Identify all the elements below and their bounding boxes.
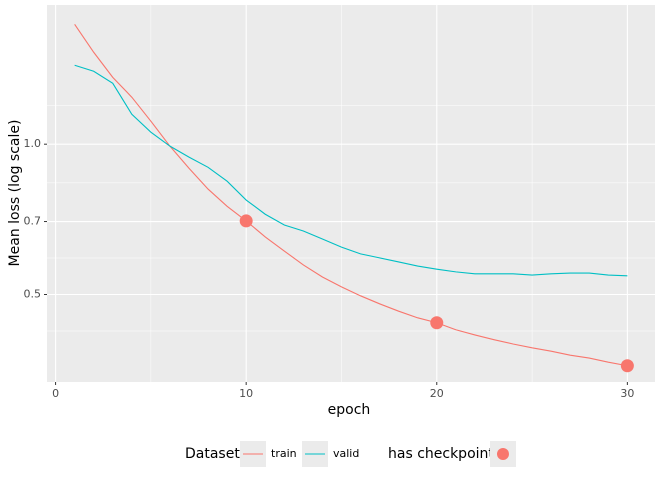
legend-label: valid bbox=[333, 447, 359, 460]
legend-swatch bbox=[497, 448, 509, 460]
y-tick-label: 1.0 bbox=[24, 137, 42, 150]
series-line bbox=[74, 64, 628, 277]
x-tick-label: 30 bbox=[620, 387, 634, 400]
x-tick-label: 0 bbox=[52, 387, 59, 400]
legend-label: train bbox=[271, 447, 297, 460]
y-tick-label: 0.5 bbox=[24, 288, 42, 301]
checkpoint-point bbox=[620, 359, 634, 373]
checkpoint-point bbox=[430, 316, 444, 330]
legend-title: Dataset bbox=[185, 446, 240, 462]
legend-title: has checkpoint bbox=[388, 446, 494, 462]
y-tick-label: 0.7 bbox=[24, 215, 42, 228]
checkpoint-point bbox=[239, 214, 253, 228]
x-tick-label: 10 bbox=[239, 387, 253, 400]
x-tick-label: 20 bbox=[430, 387, 444, 400]
x-axis-title: epoch bbox=[328, 402, 371, 418]
series-line bbox=[74, 24, 628, 367]
panel bbox=[47, 5, 655, 382]
y-axis-title: Mean loss (log scale) bbox=[7, 120, 23, 267]
